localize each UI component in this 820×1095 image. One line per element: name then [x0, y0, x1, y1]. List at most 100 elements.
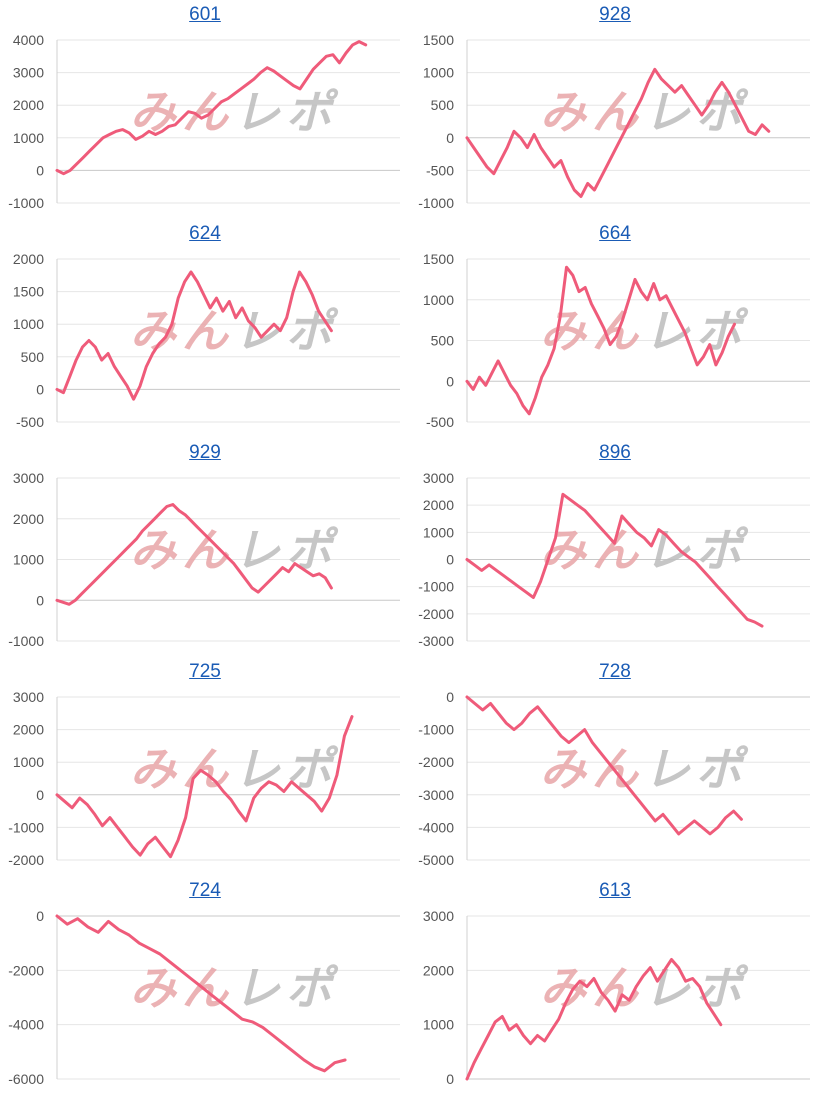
y-tick-label: -2000: [8, 852, 44, 868]
chart-panel-724: 724 0 -2000 -4000 -6000 みんレポ: [0, 876, 410, 1095]
series-line: [55, 914, 347, 1073]
watermark-logo: みんレポ: [540, 85, 749, 139]
watermark-glyph: ポ: [286, 523, 339, 577]
chart-panel-725: 725 3000 2000 1000 0 -1000 -2000 みんレポ: [0, 657, 410, 876]
y-tick-label: 2000: [13, 511, 44, 527]
y-tick-label: -2000: [418, 606, 454, 622]
y-tick-label: 1000: [423, 65, 454, 81]
y-tick-label: 1000: [423, 524, 454, 540]
y-tick-label: -500: [16, 414, 44, 430]
y-tick-label: 3000: [13, 689, 44, 705]
chart-title-link[interactable]: 601: [189, 4, 221, 25]
series-line: [465, 695, 743, 836]
watermark-glyph: レ: [234, 85, 281, 139]
y-tick-label: 0: [36, 787, 44, 803]
y-tick-label: 0: [446, 373, 454, 389]
y-tick-label: 1000: [423, 292, 454, 308]
watermark-glyph: み: [130, 961, 178, 1015]
y-tick-label: 2000: [423, 962, 454, 978]
watermark-logo: みんレポ: [130, 523, 339, 577]
line-chart: 3000 2000 1000 0 -1000 みんレポ: [8, 470, 400, 649]
chart-panel-624: 624 2000 1500 1000 500 0 -500 みんレポ: [0, 219, 410, 438]
y-tick-label: 2000: [13, 97, 44, 113]
watermark-glyph: ポ: [286, 961, 339, 1015]
y-tick-label: 1500: [423, 251, 454, 267]
watermark-glyph: レ: [644, 742, 691, 796]
y-tick-label: 2000: [13, 722, 44, 738]
y-tick-label: -3000: [418, 787, 454, 803]
watermark-logo: みんレポ: [130, 742, 339, 796]
chart-panel-664: 664 1500 1000 500 0 -500 みんレポ: [410, 219, 820, 438]
chart-panel-928: 928 1500 1000 500 0 -500 -1000 みんレポ: [410, 0, 820, 219]
watermark-glyph: ポ: [286, 742, 339, 796]
y-tick-label: -1000: [418, 722, 454, 738]
watermark-logo: みんレポ: [540, 742, 749, 796]
series-line: [465, 958, 723, 1081]
chart-panel-613: 613 3000 2000 1000 0 みんレポ: [410, 876, 820, 1095]
chart-title-link[interactable]: 929: [189, 442, 221, 463]
line-chart: 1500 1000 500 0 -500 みんレポ: [423, 251, 810, 430]
series-line: [55, 503, 333, 606]
watermark-logo: みんレポ: [130, 85, 339, 139]
chart-title-link[interactable]: 724: [189, 880, 221, 901]
watermark-glyph: レ: [644, 85, 691, 139]
y-tick-label: -5000: [418, 852, 454, 868]
y-tick-label: 1000: [423, 1017, 454, 1033]
chart-panel-728: 728 0 -1000 -2000 -3000 -4000 -5000 みんレポ: [410, 657, 820, 876]
series-line: [465, 67, 771, 198]
watermark-glyph: み: [130, 85, 178, 139]
series-line: [55, 270, 333, 401]
watermark-glyph: ん: [592, 304, 640, 358]
watermark-logo: みんレポ: [130, 961, 339, 1015]
y-tick-label: 0: [446, 130, 454, 146]
line-chart: 2000150010005000-500みんレポ: [13, 251, 400, 430]
y-tick-label: 500: [431, 97, 455, 113]
watermark-glyph: み: [540, 304, 588, 358]
chart-title-link[interactable]: 928: [599, 4, 631, 25]
y-tick-label: 500: [431, 333, 455, 349]
watermark-glyph: ん: [182, 304, 230, 358]
y-tick-label: 1500: [13, 284, 44, 300]
watermark-glyph: レ: [234, 742, 281, 796]
y-tick-label: 3000: [423, 470, 454, 486]
watermark-logo: みんレポ: [540, 304, 749, 358]
chart-title-link[interactable]: 728: [599, 661, 631, 682]
y-tick-label: 1000: [13, 552, 44, 568]
y-tick-label: 1000: [13, 316, 44, 332]
y-tick-label: 0: [36, 908, 44, 924]
y-tick-label: -500: [426, 414, 454, 430]
y-tick-label: 2000: [423, 497, 454, 513]
chart-title-link[interactable]: 664: [599, 223, 631, 244]
y-tick-label: 0: [446, 1071, 454, 1087]
y-tick-label: 1000: [13, 130, 44, 146]
watermark-glyph: み: [130, 523, 178, 577]
series-line: [465, 492, 764, 628]
watermark-glyph: み: [540, 85, 588, 139]
chart-title-link[interactable]: 624: [189, 223, 221, 244]
chart-title-link[interactable]: 896: [599, 442, 631, 463]
line-chart: 0 -1000 -2000 -3000 -4000 -5000 みんレポ: [418, 689, 810, 868]
series-line: [465, 265, 736, 416]
y-tick-label: 0: [36, 592, 44, 608]
series-line: [55, 40, 368, 176]
watermark-glyph: み: [540, 523, 588, 577]
y-tick-label: -1000: [418, 579, 454, 595]
watermark-glyph: み: [540, 742, 588, 796]
y-tick-label: 2000: [13, 251, 44, 267]
y-tick-label: 0: [36, 162, 44, 178]
y-tick-label: -4000: [418, 819, 454, 835]
line-chart: 1500 1000 500 0 -500 -1000 みんレポ: [418, 32, 810, 211]
watermark-glyph: ん: [592, 523, 640, 577]
watermark-glyph: ポ: [696, 523, 749, 577]
y-tick-label: -500: [426, 162, 454, 178]
chart-title-link[interactable]: 725: [189, 661, 221, 682]
y-tick-label: 3000: [13, 470, 44, 486]
y-tick-label: 0: [36, 381, 44, 397]
y-tick-label: -1000: [418, 195, 454, 211]
watermark-logo: みんレポ: [540, 523, 749, 577]
line-chart: 0 -2000 -4000 -6000 みんレポ: [8, 908, 400, 1087]
y-tick-label: 3000: [13, 65, 44, 81]
chart-title-link[interactable]: 613: [599, 880, 631, 901]
watermark-glyph: レ: [644, 523, 691, 577]
